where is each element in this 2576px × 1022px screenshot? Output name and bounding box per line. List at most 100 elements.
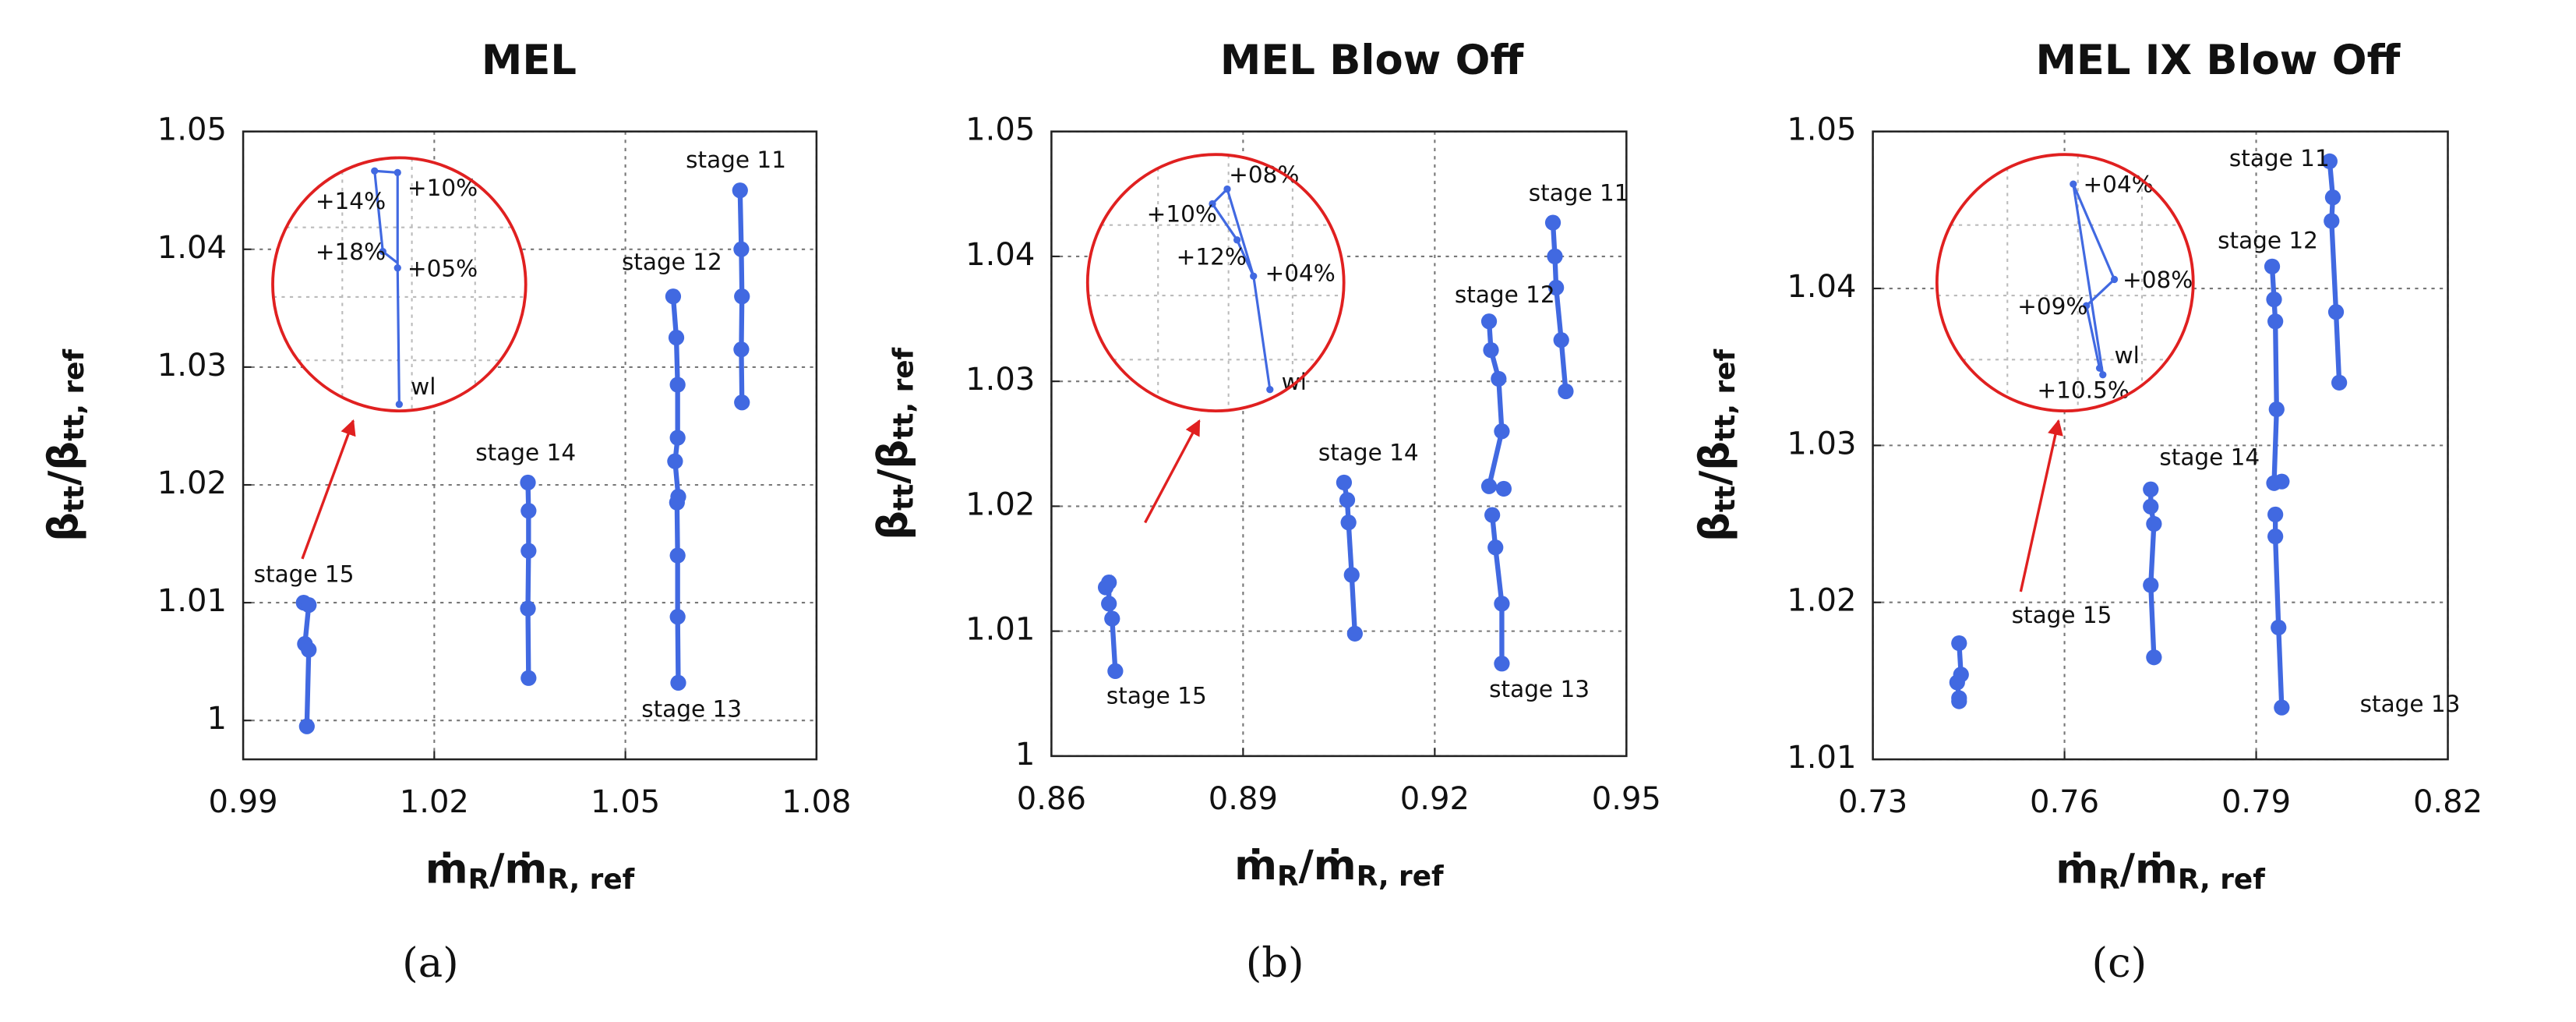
data-point: [520, 543, 537, 559]
chart-title: MEL Blow Off: [1220, 37, 1525, 84]
y-tick-label: 1.01: [157, 583, 227, 619]
inset-point: [1250, 272, 1258, 280]
data-point: [1949, 674, 1965, 691]
inset-label: +18%: [316, 239, 386, 265]
label-subscript: tt, ref: [58, 349, 90, 441]
panel-caption: (a): [402, 939, 459, 987]
label-part: /β: [40, 441, 87, 486]
label-subscript: tt, ref: [1710, 349, 1741, 441]
data-point: [2267, 313, 2284, 330]
plot-frame: [1050, 130, 1628, 758]
inset-circle: [1085, 153, 1346, 412]
label-part: /ṁ: [489, 845, 547, 893]
inset-label: +04%: [2083, 172, 2153, 198]
series-label: stage 12: [2218, 227, 2318, 253]
data-point: [667, 453, 683, 469]
inset-background: [273, 157, 526, 412]
data-point: [2267, 529, 2284, 545]
data-point: [1104, 610, 1120, 627]
data-point: [669, 547, 686, 564]
data-point: [2143, 498, 2159, 515]
label-subscript: tt: [888, 484, 920, 511]
x-tick-label: 1.05: [591, 784, 660, 820]
inset-label: +08%: [2123, 267, 2193, 293]
data-point: [2324, 189, 2341, 206]
label-part: /β: [870, 440, 917, 484]
label-part: β: [40, 512, 87, 542]
y-tick-label: 1.02: [1787, 583, 1856, 619]
y-tick-label: 1.03: [157, 348, 227, 384]
x-tick-label: 0.89: [1209, 781, 1278, 817]
panel: MEL IX Blow Off 0.73 0.76 0.79 0.82 1.01 1.02 1…: [1691, 37, 2482, 987]
data-point: [1494, 596, 1510, 612]
y-tick-label: 1.01: [1787, 740, 1856, 776]
inset-point: [393, 264, 401, 272]
data-point: [298, 718, 315, 734]
series-label: stage 11: [686, 147, 786, 173]
data-point: [2327, 304, 2345, 320]
series-label: stage 11: [1529, 179, 1629, 206]
inset-label: +10.5%: [2037, 377, 2129, 403]
data-point: [2331, 374, 2348, 391]
inset-arrow: [1144, 419, 1201, 524]
inset-background: [1087, 154, 1344, 412]
inset-circle: [1935, 153, 2195, 412]
x-tick-label: 0.92: [1400, 781, 1470, 817]
data-point: [2146, 649, 2162, 666]
inset-line: [1210, 186, 1272, 390]
label-subscript: R, ref: [1357, 861, 1444, 893]
series-label: stage 15: [1106, 682, 1207, 709]
inset-label: +05%: [408, 255, 478, 281]
data-point: [2268, 401, 2285, 418]
label-subscript: R: [2098, 864, 2120, 896]
data-point: [1951, 693, 1967, 709]
data-point: [1343, 567, 1360, 583]
data-point: [1339, 492, 1356, 508]
inset-arrow: [2019, 419, 2063, 592]
series-line: [2148, 489, 2157, 658]
plot-frame: [242, 130, 818, 761]
chart-title: MEL IX Blow Off: [2035, 37, 2401, 84]
inset-point: [1209, 200, 1216, 208]
data-point: [2274, 699, 2290, 716]
label-part: ṁ: [1234, 842, 1277, 889]
y-tick-label: 1.02: [965, 486, 1035, 522]
data-point: [1547, 248, 1563, 265]
data-point: [2143, 481, 2159, 497]
inset-label: +04%: [1265, 260, 1335, 287]
data-point: [1483, 341, 1499, 359]
data-point: [669, 609, 686, 625]
x-tick-label: 0.86: [1017, 781, 1086, 817]
data-point: [1951, 635, 1967, 652]
data-point: [520, 474, 536, 491]
data-point: [1544, 214, 1561, 231]
panel-caption: (b): [1246, 939, 1304, 987]
data-point: [2146, 515, 2162, 532]
x-tick-label: 0.99: [208, 784, 277, 820]
data-point: [1480, 313, 1498, 330]
series-line: [674, 502, 681, 683]
inset-point: [379, 247, 386, 256]
inset-label: +10%: [1147, 201, 1217, 228]
data-point: [1487, 539, 1504, 556]
data-point: [2267, 506, 2284, 523]
series-label: stage 12: [622, 249, 722, 275]
series-label: stage 13: [2360, 691, 2461, 717]
data-point: [1107, 663, 1124, 680]
y-tick-label: 1.01: [965, 612, 1035, 648]
plot-frame: [1872, 130, 2449, 761]
label-part: /β: [1691, 441, 1738, 486]
data-point: [1101, 596, 1117, 612]
inset-label: +12%: [1177, 244, 1247, 271]
x-tick-label: 1.02: [400, 784, 469, 820]
data-point: [301, 597, 317, 614]
y-tick-label: 1: [206, 701, 226, 737]
chart-title: MEL: [482, 37, 577, 84]
data-point: [1480, 478, 1498, 494]
data-point: [2324, 213, 2340, 229]
x-tick-label: 0.79: [2221, 784, 2291, 820]
data-point: [520, 600, 536, 617]
inset-point: [2083, 302, 2091, 309]
panel-caption: (c): [2092, 939, 2147, 987]
y-tick-label: 1.05: [157, 112, 227, 148]
